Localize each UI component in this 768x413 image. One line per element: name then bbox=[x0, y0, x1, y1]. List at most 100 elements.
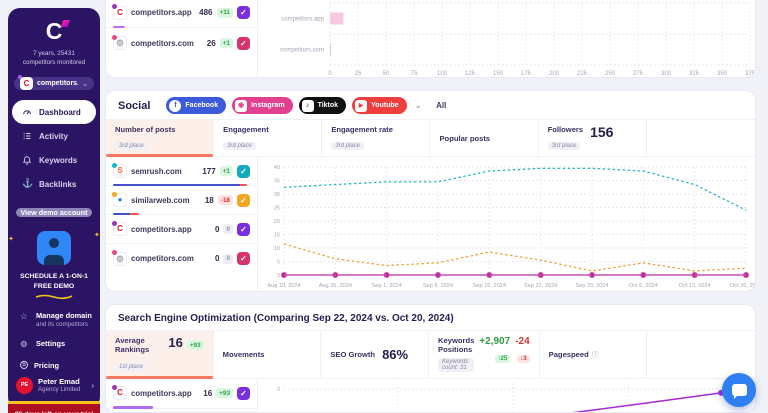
sidebar-item-backlinks[interactable]: ⚓ Backlinks bbox=[22, 178, 77, 189]
svg-text:375: 375 bbox=[745, 71, 755, 77]
svg-text:20: 20 bbox=[274, 219, 280, 225]
place-badge: 1st place bbox=[115, 362, 148, 371]
youtube-filter-button[interactable]: ▶ Youtube bbox=[352, 97, 407, 114]
row-progress-bar bbox=[113, 406, 153, 409]
sidebar-item-dashboard[interactable]: Dashboard bbox=[12, 100, 96, 125]
row-checkbox[interactable] bbox=[237, 193, 250, 207]
seo-rankings-chart: 025 bbox=[258, 379, 755, 412]
view-demo-account-button[interactable]: View demo account bbox=[16, 208, 92, 218]
svg-text:competitors.com: competitors.com bbox=[280, 48, 324, 54]
instagram-filter-button[interactable]: ◉ Instagram bbox=[232, 97, 293, 114]
sidebar-item-settings[interactable]: ⚙ Settings bbox=[20, 338, 66, 349]
svg-text:25: 25 bbox=[355, 71, 362, 77]
svg-text:Oct 20, 2024: Oct 20, 2024 bbox=[730, 283, 755, 289]
section-title-seo: Search Engine Optimization (Comparing Se… bbox=[118, 313, 454, 324]
main-content: C competitors.app 486 +11 ◎ competitors.… bbox=[100, 0, 768, 413]
tab-engagement-rate[interactable]: Engagement rate 3rd place bbox=[322, 120, 431, 157]
keywords-lost: -24 bbox=[515, 336, 530, 347]
delta-badge: +11 bbox=[216, 7, 233, 18]
list-item: S semrush.com 60 +64 bbox=[106, 409, 257, 412]
svg-text:40: 40 bbox=[274, 165, 280, 171]
metric-value: 177 bbox=[202, 166, 216, 176]
tab-number-of-posts[interactable]: Number of posts 3rd place bbox=[106, 120, 215, 158]
all-platforms-link[interactable]: All bbox=[436, 101, 447, 110]
tab-followers[interactable]: Followers 3rd place 156 bbox=[539, 120, 647, 157]
user-name: Peter Emad bbox=[38, 376, 80, 386]
competitor-name: competitors.app bbox=[131, 224, 192, 234]
svg-text:Oct 13, 2024: Oct 13, 2024 bbox=[679, 283, 711, 289]
list-item: S semrush.com 177 +1 bbox=[106, 157, 257, 187]
svg-text:350: 350 bbox=[717, 71, 728, 77]
user-account-row[interactable]: PE Peter Emad Agency Limited › bbox=[12, 371, 96, 401]
overview-competitor-list: C competitors.app 486 +11 ◎ competitors.… bbox=[106, 0, 258, 77]
tiktok-filter-button[interactable]: ♪ Tiktok bbox=[298, 97, 347, 114]
sidebar-item-keywords[interactable]: Keywords bbox=[12, 148, 96, 172]
svg-text:325: 325 bbox=[689, 71, 700, 77]
squiggle-underline-icon bbox=[35, 294, 73, 300]
delta-badge: +93 bbox=[216, 388, 233, 399]
delta-badge: +1 bbox=[219, 166, 233, 177]
delta-badge: -18 bbox=[217, 195, 233, 206]
gear-icon: ⚙ bbox=[20, 338, 28, 349]
svg-text:225: 225 bbox=[577, 71, 588, 77]
followers-count: 156 bbox=[590, 124, 614, 140]
seo-card: Search Engine Optimization (Comparing Se… bbox=[105, 304, 756, 413]
row-progress-bar bbox=[113, 25, 125, 28]
metric-value: 0 bbox=[214, 254, 220, 264]
list-item: ● similarweb.com 18 -18 bbox=[106, 186, 257, 216]
dashboard-gauge-icon bbox=[23, 110, 31, 115]
row-progress-bar bbox=[113, 212, 139, 216]
svg-text:15: 15 bbox=[274, 233, 280, 239]
series-color-dot bbox=[111, 191, 117, 197]
row-checkbox[interactable] bbox=[237, 252, 250, 266]
svg-text:150: 150 bbox=[493, 71, 504, 77]
section-title-social: Social bbox=[118, 99, 151, 112]
svg-text:Sep 8, 2024: Sep 8, 2024 bbox=[423, 283, 453, 289]
competitor-favicon: C bbox=[117, 388, 123, 398]
schedule-demo-block[interactable]: ✦ ✦ SCHEDULE A 1-ON-1 FREE DEMO bbox=[8, 231, 100, 300]
facebook-filter-button[interactable]: f Facebook bbox=[166, 97, 227, 114]
user-org: Agency Limited bbox=[38, 386, 81, 394]
social-competitor-list: S semrush.com 177 +1 ● similarweb.com 18… bbox=[106, 157, 258, 291]
tab-pagespeed[interactable]: Pagespeed ⓘ bbox=[540, 331, 648, 378]
competitor-name: similarweb.com bbox=[131, 195, 190, 205]
metric-value: 0 bbox=[214, 224, 220, 234]
tab-keywords-positions[interactable]: Keywords Positions Keywords count: 31 +2… bbox=[429, 331, 540, 378]
row-checkbox[interactable] bbox=[237, 164, 250, 178]
sidebar-item-pricing[interactable]: $ Pricing bbox=[12, 360, 96, 371]
row-checkbox[interactable] bbox=[237, 222, 250, 236]
competitor-favicon: C bbox=[117, 224, 123, 234]
tab-average-rankings[interactable]: Average Rankings 1st place 16 +93 bbox=[106, 331, 214, 379]
place-badge: 3rd place bbox=[331, 142, 365, 151]
svg-text:Aug 25, 2024: Aug 25, 2024 bbox=[319, 283, 352, 289]
svg-text:25: 25 bbox=[274, 206, 280, 212]
tab-engagement[interactable]: Engagement 3rd place bbox=[214, 120, 323, 157]
chat-widget-button[interactable] bbox=[722, 373, 756, 407]
info-icon[interactable]: ⓘ bbox=[591, 351, 599, 359]
sidebar-item-activity[interactable]: Activity bbox=[12, 124, 96, 148]
place-badge: 3rd place bbox=[547, 142, 581, 151]
row-progress-bar bbox=[113, 183, 247, 187]
chevron-down-icon: ⌄ bbox=[82, 80, 88, 88]
star-icon: ☆ bbox=[20, 311, 28, 322]
place-badge: 3rd place bbox=[115, 142, 148, 151]
sparkle-icon: ✦ bbox=[94, 232, 100, 240]
sidebar-nav: Dashboard Activity Keywords ⚓ Backlinks bbox=[12, 100, 96, 196]
workspace-selector[interactable]: C competitors.... ⌄ bbox=[14, 75, 94, 91]
row-checkbox[interactable] bbox=[237, 36, 250, 50]
series-color-dot bbox=[111, 34, 117, 40]
tab-movements[interactable]: Movements bbox=[214, 331, 322, 378]
svg-text:200: 200 bbox=[549, 71, 560, 77]
brand-logo: C bbox=[45, 18, 71, 44]
sidebar-item-manage-domain[interactable]: ☆ Manage domain and its competitors bbox=[20, 311, 92, 328]
logo-letter: C bbox=[45, 18, 63, 44]
tab-seo-growth[interactable]: SEO Growth 86% bbox=[321, 331, 430, 378]
row-checkbox[interactable] bbox=[237, 6, 250, 19]
tab-popular-posts[interactable]: Popular posts bbox=[430, 120, 539, 157]
chevron-down-icon[interactable]: ⌄ bbox=[414, 100, 423, 110]
brand-tagline: 7 years, 25431 competitors monitored bbox=[22, 50, 86, 67]
competitor-name: competitors.com bbox=[131, 38, 194, 48]
place-badge: 3rd place bbox=[223, 142, 256, 151]
row-checkbox[interactable] bbox=[237, 386, 250, 400]
list-item: ◎ competitors.com 26 +1 bbox=[106, 28, 257, 58]
